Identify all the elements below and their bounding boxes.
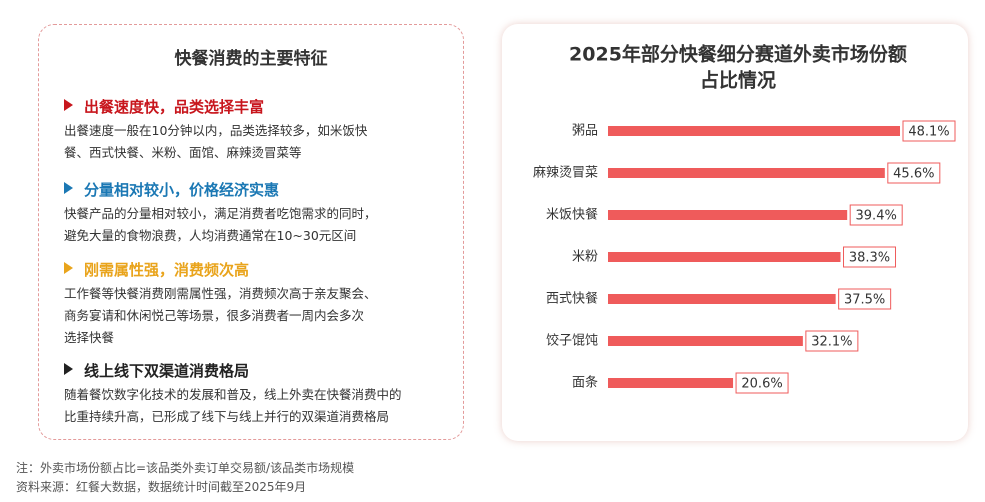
- section-text: 选择快餐: [64, 330, 115, 345]
- section-text: 出餐速度一般在10分钟以内，品类选择较多，如米饭快: [64, 123, 368, 138]
- value-label: 20.6%: [741, 377, 782, 392]
- category-label: 米粉: [572, 250, 598, 265]
- bar: [608, 378, 734, 388]
- category-label: 米饭快餐: [546, 207, 598, 223]
- bar: [608, 126, 900, 136]
- feature-panel: [38, 24, 464, 440]
- panel-title: 快餐消费的主要特征: [174, 49, 328, 69]
- chart-panel: [502, 24, 968, 441]
- section-heading: 分量相对较小，价格经济实惠: [84, 181, 280, 199]
- category-label: 饺子馄饨: [546, 334, 598, 349]
- bar: [608, 336, 803, 346]
- value-label: 32.1%: [811, 335, 852, 350]
- section-heading: 出餐速度快，品类选择丰富: [84, 98, 265, 116]
- section-text: 快餐产品的分量相对较小，满足消费者吃饱需求的同时，: [64, 206, 377, 221]
- value-label: 45.6%: [893, 167, 934, 182]
- bar: [608, 210, 848, 220]
- value-label: 48.1%: [908, 125, 949, 140]
- bar: [608, 252, 841, 262]
- arrow-icon: [64, 363, 73, 375]
- value-label: 39.4%: [856, 209, 897, 224]
- arrow-icon: [64, 99, 73, 111]
- arrow-icon: [64, 262, 73, 274]
- arrow-icon: [64, 182, 73, 194]
- value-label-box: [843, 246, 897, 268]
- bar: [608, 294, 836, 304]
- category-label: 西式快餐: [546, 291, 598, 307]
- section-text: 比重持续升高，已形成了线下与线上并行的双渠道消费格局: [64, 409, 390, 424]
- section-heading: 刚需属性强，消费频次高: [84, 261, 250, 279]
- value-label-box: [902, 120, 956, 142]
- source: 资料来源：红餐大数据，数据统计时间截至2025年9月: [16, 480, 307, 494]
- chart-title: 2025年部分快餐细分赛道外卖市场份额: [569, 43, 907, 66]
- section-text: 避免大量的食物浪费，人均消费通常在10~30元区间: [64, 228, 357, 243]
- section-text: 工作餐等快餐消费刚需属性强，消费频次高于亲友聚会、: [64, 286, 377, 301]
- chart-title: 占比情况: [700, 69, 776, 92]
- category-label: 麻辣烫冒菜: [533, 166, 598, 181]
- value-label: 37.5%: [844, 293, 885, 308]
- bar: [608, 168, 885, 178]
- value-label-box: [735, 372, 789, 394]
- section-text: 商务宴请和休闲悦己等场景，很多消费者一周内会多次: [64, 308, 365, 323]
- category-label: 面条: [572, 375, 598, 391]
- category-label: 粥品: [572, 123, 598, 139]
- value-label-box: [805, 330, 859, 352]
- value-label-box: [887, 162, 941, 184]
- footnote: 注：外卖市场份额占比=该品类外卖订单交易额/该品类市场规模: [16, 461, 355, 475]
- value-label-box: [849, 204, 903, 226]
- section-text: 餐、西式快餐、米粉、面馆、麻辣烫冒菜等: [64, 145, 302, 160]
- section-text: 随着餐饮数字化技术的发展和普及，线上外卖在快餐消费中的: [64, 387, 402, 402]
- value-label-box: [838, 288, 892, 310]
- value-label: 38.3%: [849, 251, 890, 266]
- section-heading: 线上线下双渠道消费格局: [84, 362, 250, 380]
